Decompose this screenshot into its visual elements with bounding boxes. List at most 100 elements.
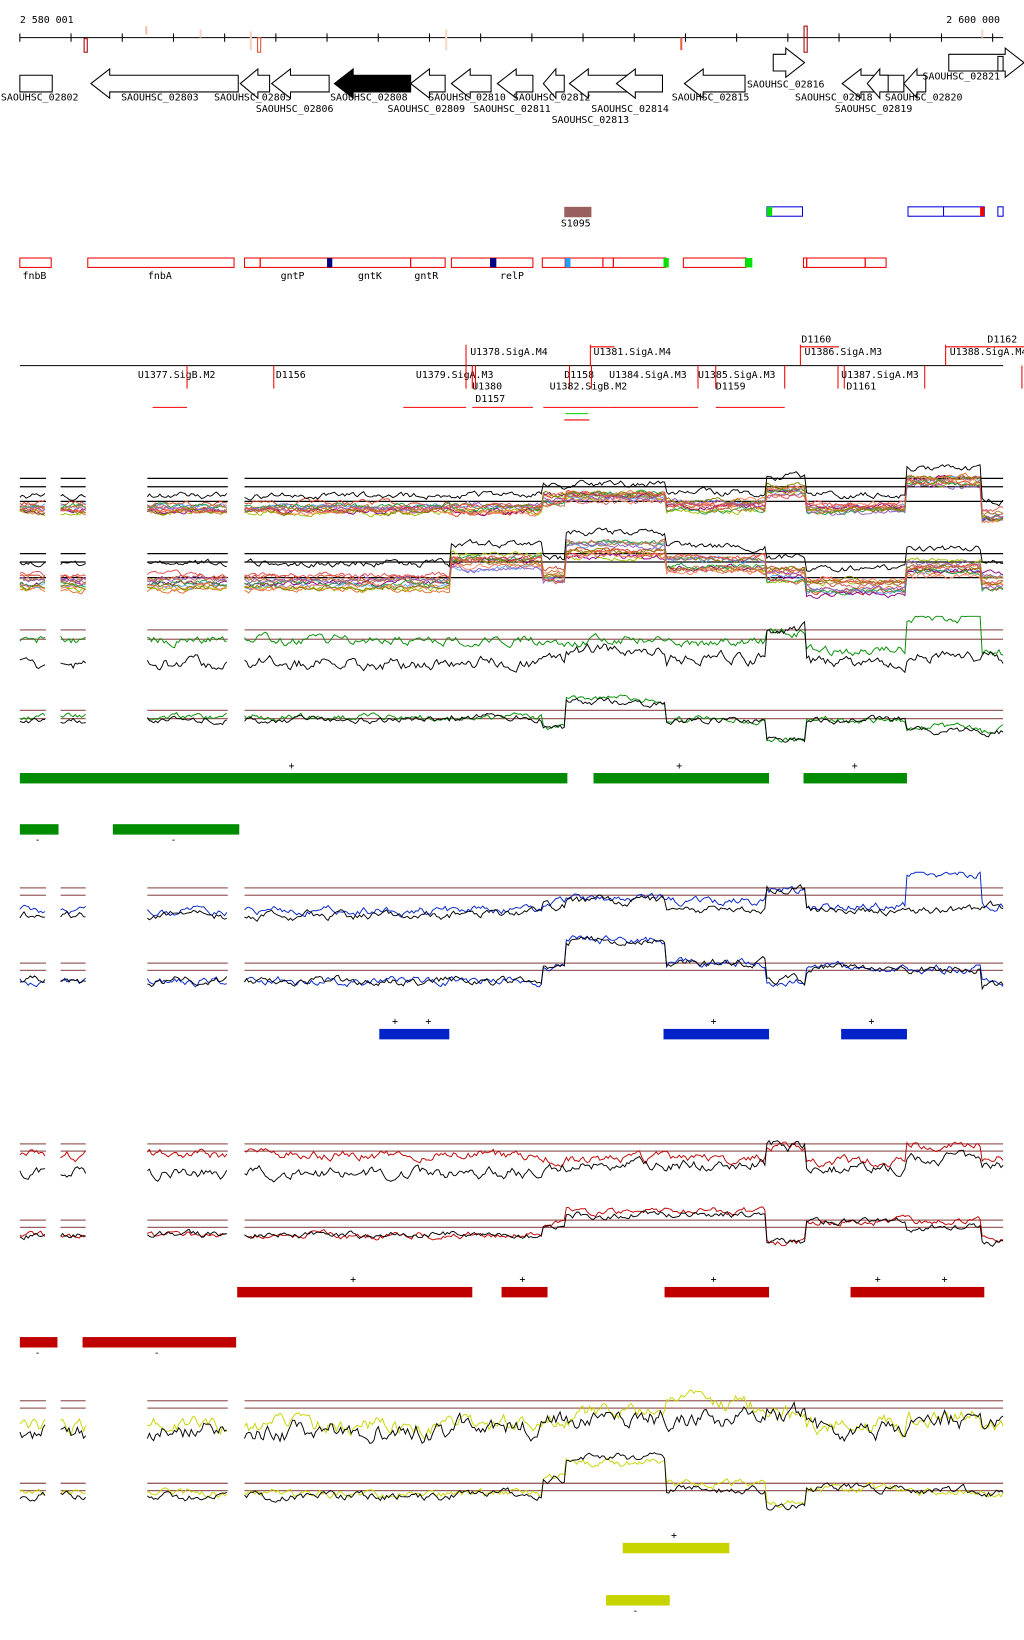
operon-box[interactable]: [329, 257, 412, 268]
expression-trace: [19, 975, 46, 984]
expression-trace: [147, 507, 227, 514]
gene-label: SAOUHSC_02819: [835, 104, 913, 115]
gene-saouhsc_02814[interactable]: SAOUHSC_02814: [591, 67, 669, 115]
operon-box[interactable]: [410, 257, 446, 268]
segment-bar-plus[interactable]: [664, 1286, 770, 1298]
segment-bar-plus[interactable]: [663, 1028, 770, 1040]
operon-box[interactable]: [243, 257, 261, 268]
gene-saouhsc_02820[interactable]: SAOUHSC_02820: [885, 67, 963, 103]
panel-green-a: [19, 615, 1004, 674]
gene-saouhsc_02812[interactable]: SAOUHSC_02812: [513, 67, 591, 103]
segment-bar-plus[interactable]: [841, 1028, 907, 1040]
expression-trace: [244, 478, 1004, 515]
segment-bar-plus[interactable]: [593, 772, 770, 784]
expression-trace: [146, 491, 228, 500]
operon-box[interactable]: [612, 257, 667, 268]
expression-trace: [147, 1230, 227, 1238]
segment-bar-minus[interactable]: [19, 824, 59, 835]
gene-label: SAOUHSC_02816: [747, 80, 825, 91]
expression-trace: [146, 711, 227, 721]
expression-trace: [147, 579, 227, 586]
gene-saouhsc_02815[interactable]: SAOUHSC_02815: [672, 67, 750, 103]
expression-trace: [244, 694, 1004, 743]
segment-bar-minus[interactable]: [19, 1337, 58, 1348]
expression-trace: [60, 583, 86, 590]
expression-trace: [244, 697, 1004, 743]
operon-box[interactable]: [541, 257, 566, 268]
expression-trace: [19, 499, 46, 506]
panel-multi-a: [19, 464, 1004, 524]
gene-saouhsc_02819[interactable]: SAOUHSC_02819: [835, 67, 913, 115]
segment-bar-plus[interactable]: [501, 1286, 548, 1298]
gene-saouhsc_02811[interactable]: SAOUHSC_02811: [473, 67, 551, 115]
segment-bar-plus[interactable]: [803, 772, 907, 784]
gene-saouhsc_02803[interactable]: SAOUHSC_02803: [90, 67, 239, 103]
gene-saouhsc_02806[interactable]: SAOUHSC_02806: [256, 67, 334, 115]
strand-plus-label: +: [942, 1275, 948, 1286]
segment-bars: + + + - - + + + + + + + + + - - + -: [19, 761, 985, 1617]
segment-bar-plus[interactable]: [379, 1028, 450, 1040]
expression-trace: [147, 569, 228, 580]
gene-label: SAOUHSC_02811: [473, 104, 551, 115]
coordinate-ruler: [19, 25, 1004, 53]
transcript-label: D1157: [475, 394, 505, 405]
expression-trace: [19, 561, 46, 568]
operon-box[interactable]: [602, 257, 614, 268]
transcript-label: U1386.SigA.M3: [805, 347, 883, 358]
gene-saouhsc_02805[interactable]: SAOUHSC_02805: [214, 67, 292, 103]
expression-trace: [244, 548, 1004, 586]
transcript-label: U1387.SigA.M3: [841, 370, 919, 381]
transcript-label: U1382.SigB.M2: [550, 382, 628, 393]
ruler-start-label: 2 580 001: [20, 15, 74, 26]
feature-marker: [565, 258, 571, 268]
gene-saouhsc_02810[interactable]: SAOUHSC_02810: [428, 67, 506, 103]
segment-bar-minus[interactable]: [82, 1337, 237, 1348]
expression-trace: [244, 1139, 1004, 1183]
expression-trace: [244, 1452, 1004, 1511]
segment-bar-plus[interactable]: [850, 1286, 985, 1298]
expression-trace: [147, 509, 228, 516]
operon-box[interactable]: [564, 257, 604, 268]
segment-bar-plus[interactable]: [19, 772, 568, 784]
gene-saouhsc_02809[interactable]: SAOUHSC_02809: [388, 67, 466, 115]
expression-trace: [60, 978, 86, 984]
gene-arrow: [450, 67, 492, 100]
gene-arrow: [239, 67, 271, 100]
transcript-label: U1381.SigA.M4: [594, 347, 672, 358]
gene-arrow: [948, 46, 1024, 79]
operon-box[interactable]: [864, 257, 887, 268]
expression-trace: [19, 1230, 46, 1238]
strand-plus-label: +: [711, 1275, 717, 1286]
segment-bar-plus[interactable]: [622, 1542, 730, 1554]
operon-box[interactable]: [87, 257, 235, 268]
expression-trace: [244, 475, 1004, 522]
operon-label: gntR: [414, 271, 438, 282]
strand-minus-label: -: [35, 835, 41, 846]
expression-trace: [60, 1233, 86, 1239]
expression-trace: [19, 1491, 46, 1502]
segment-bar-minus[interactable]: [606, 1595, 670, 1606]
operon-label: fnbB: [23, 271, 47, 282]
expression-trace: [60, 717, 86, 724]
transcript-label: U1384.SigA.M3: [609, 370, 687, 381]
expression-trace: [146, 976, 227, 988]
srna-s1095[interactable]: [564, 206, 592, 218]
segment-bar-minus[interactable]: [112, 824, 240, 835]
expression-trace: [147, 580, 227, 586]
expression-trace: [146, 1422, 227, 1442]
gene-saouhsc_02808[interactable]: SAOUHSC_02808: [330, 67, 412, 103]
gene-label: SAOUHSC_02805: [214, 92, 292, 103]
operon-box[interactable]: [806, 257, 866, 268]
expression-trace: [60, 504, 86, 511]
gene-saouhsc_02821[interactable]: SAOUHSC_02821: [923, 46, 1024, 82]
expression-trace: [147, 910, 227, 921]
operon-box[interactable]: [19, 257, 52, 268]
gene-arrow: [615, 67, 663, 100]
strand-plus-label: +: [868, 1017, 874, 1028]
transcript-label: U1388.SigA.M4: [950, 347, 1024, 358]
operon-box[interactable]: [259, 257, 331, 268]
gene-saouhsc_02802[interactable]: SAOUHSC_02802: [1, 74, 79, 103]
segment-bar-plus[interactable]: [237, 1286, 473, 1298]
gene-saouhsc_02816[interactable]: SAOUHSC_02816: [747, 46, 825, 91]
operon-box[interactable]: [682, 257, 747, 268]
